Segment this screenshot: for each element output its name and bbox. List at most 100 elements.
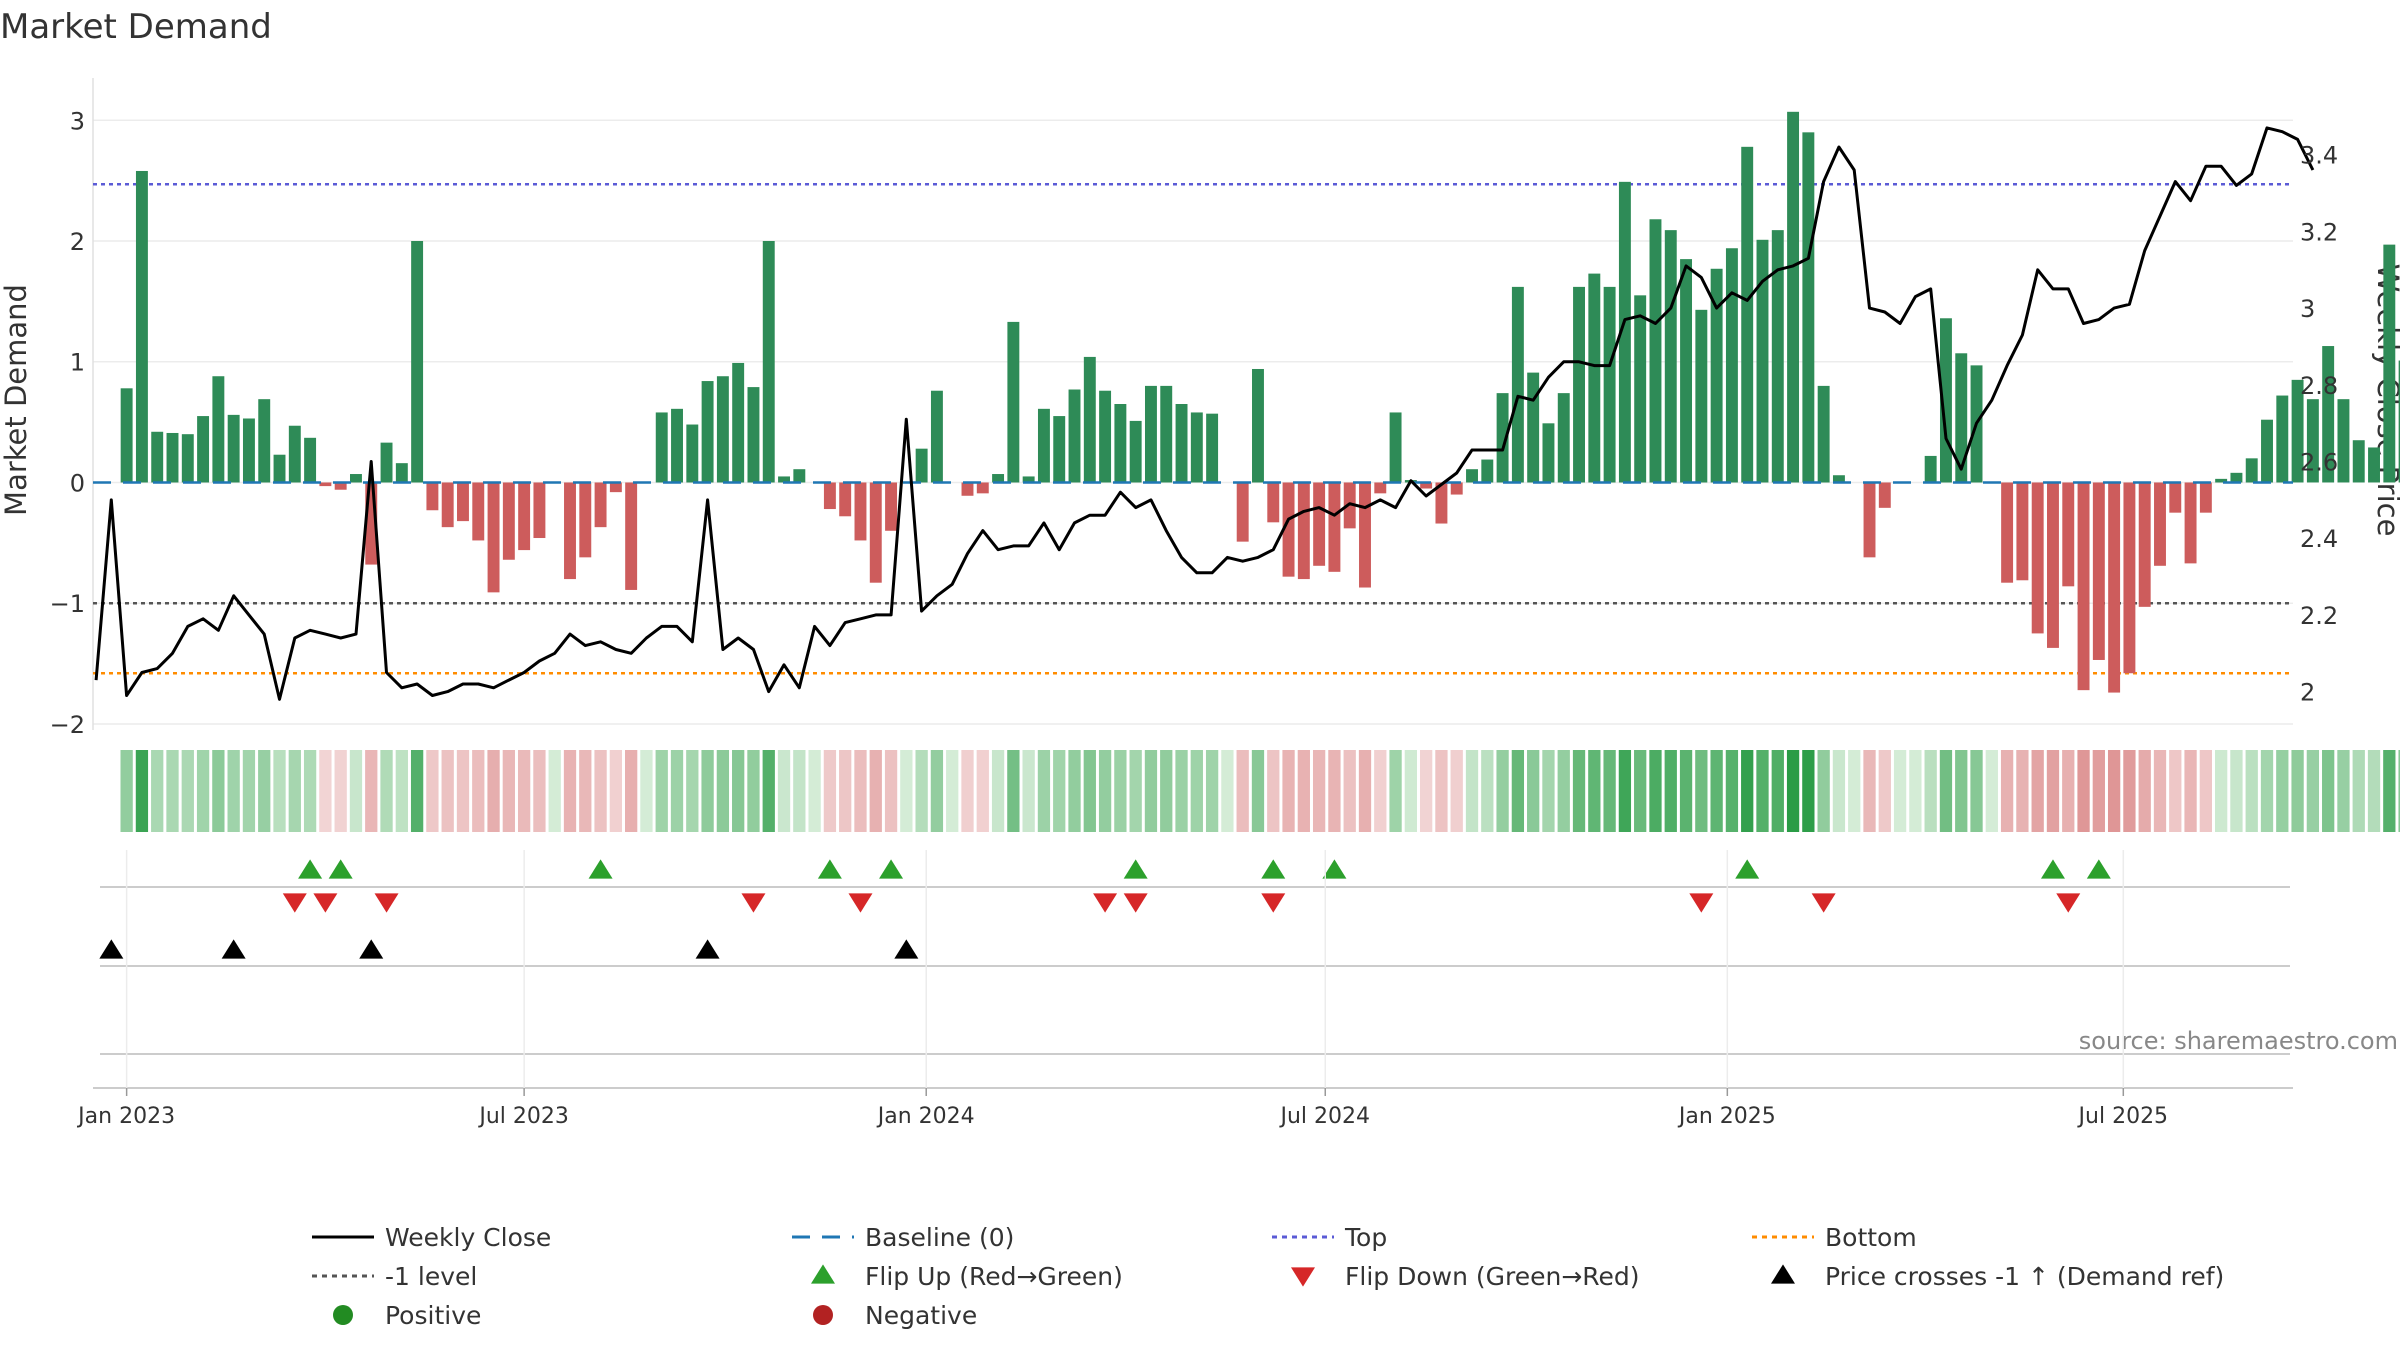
demand-bar-positive	[992, 474, 1005, 483]
flip-up-marker	[879, 859, 904, 879]
heat-cell	[426, 750, 439, 832]
demand-bar-positive	[1802, 132, 1815, 483]
demand-bar-positive	[686, 424, 699, 483]
heat-cell	[1557, 750, 1570, 832]
heat-cell	[1267, 750, 1280, 832]
demand-bar-negative	[1435, 482, 1448, 524]
demand-bar-positive	[930, 390, 943, 483]
heat-cell	[1511, 750, 1525, 832]
demand-bar-positive	[2306, 399, 2319, 483]
legend-label: Top	[1344, 1223, 1387, 1252]
chart-title: Market Demand	[0, 7, 272, 47]
heat-cell	[2046, 750, 2060, 832]
demand-bar-positive	[1389, 412, 1402, 483]
flip-up-marker	[2040, 859, 2065, 879]
heat-cell	[839, 750, 852, 832]
demand-bar-positive	[135, 170, 148, 483]
legend-swatch-circle	[813, 1305, 833, 1325]
heat-cell	[2199, 750, 2213, 832]
heat-cell	[1129, 750, 1142, 832]
demand-bar-negative	[2199, 482, 2212, 513]
flip-up-marker	[328, 859, 353, 879]
heat-cell	[1588, 750, 1601, 832]
demand-bar-positive	[2291, 379, 2304, 483]
demand-bar-positive	[1618, 181, 1631, 483]
reference-lines	[93, 183, 2293, 675]
heat-cell	[1893, 750, 1907, 832]
heat-cell	[1710, 750, 1723, 832]
heat-cell	[609, 750, 623, 832]
y-tick-right-label: 3.4	[2300, 142, 2338, 170]
demand-bar-positive	[1680, 259, 1693, 483]
heat-cell	[227, 750, 240, 832]
demand-bar-negative	[579, 482, 592, 558]
heat-cell	[655, 750, 668, 832]
demand-bar-positive	[2337, 399, 2350, 483]
demand-bar-positive	[762, 241, 775, 483]
heat-cell	[2077, 750, 2090, 832]
x-axis: Jan 2023 Jul 2023 Jan 2024 Jul 2024 Jan 2025…	[76, 850, 2168, 1129]
heat-cell	[1909, 750, 1922, 832]
heat-cell	[670, 750, 684, 832]
demand-bar-positive	[1588, 273, 1601, 483]
demand-bar-positive	[1037, 408, 1050, 483]
demand-bar-positive	[716, 376, 729, 483]
y-tick-left-label: 0	[70, 469, 85, 497]
heat-cell	[1832, 750, 1846, 832]
demand-bar-positive	[304, 437, 317, 483]
demand-bar-positive	[732, 362, 745, 483]
demand-bar-negative	[1420, 482, 1433, 489]
y-tick-right-label: 3.2	[2300, 218, 2338, 246]
legend-swatch-triangle-down	[1291, 1267, 1315, 1287]
demand-bar-negative	[2077, 482, 2090, 691]
heat-cell	[2322, 750, 2335, 832]
demand-bar-negative	[472, 482, 485, 541]
demand-bar-negative	[365, 482, 378, 565]
heat-cell	[349, 750, 363, 832]
heat-cell	[196, 750, 210, 832]
heat-cell	[625, 750, 638, 832]
demand-bar-positive	[1252, 368, 1264, 483]
demand-bar-positive	[778, 476, 790, 483]
heat-cell	[2092, 750, 2105, 832]
y-tick-right-label: 2.2	[2300, 602, 2338, 630]
heat-cell	[563, 750, 577, 832]
demand-bar-negative	[2154, 482, 2166, 566]
legend-item: Flip Down (Green→Red)	[1291, 1262, 1640, 1291]
heat-cell	[2245, 750, 2258, 832]
source-note: source: sharemaestro.com	[2079, 1027, 2398, 1055]
demand-bar-positive	[1114, 404, 1127, 483]
heat-cell	[1358, 750, 1372, 832]
heat-cell	[762, 750, 775, 832]
x-tick-label: Jan 2025	[1677, 1104, 1776, 1129]
heat-cell	[380, 750, 393, 832]
legend-item: Weekly Close	[312, 1223, 551, 1252]
legend-label: Baseline (0)	[865, 1223, 1014, 1252]
demand-bar-negative	[426, 482, 439, 511]
weekly-close-line	[94, 126, 2315, 701]
heat-cell	[1053, 750, 1066, 832]
heat-cell	[2123, 750, 2136, 832]
heat-cell	[1603, 750, 1616, 832]
demand-bar-positive	[1603, 286, 1616, 483]
heat-cell	[823, 750, 837, 832]
demand-bar-positive	[1695, 309, 1708, 483]
demand-bar-positive	[793, 469, 806, 483]
y-tick-left-label: −1	[50, 590, 85, 618]
heat-cell	[2031, 750, 2044, 832]
demand-bar-positive	[1741, 146, 1754, 483]
heat-cell	[2367, 750, 2381, 832]
demand-bar-positive	[1924, 455, 1937, 483]
demand-bar-positive	[197, 416, 210, 483]
heat-cell	[533, 750, 546, 832]
demand-bar-positive	[2215, 478, 2228, 483]
heat-cell	[1236, 750, 1249, 832]
y-tick-left-label: 1	[70, 349, 85, 377]
demand-bar-positive	[2276, 395, 2289, 483]
heat-cell	[1022, 750, 1035, 832]
heat-cell	[334, 750, 347, 832]
demand-bar-positive	[181, 434, 194, 483]
heat-cell	[1465, 750, 1479, 832]
demand-bar-positive	[120, 388, 133, 483]
